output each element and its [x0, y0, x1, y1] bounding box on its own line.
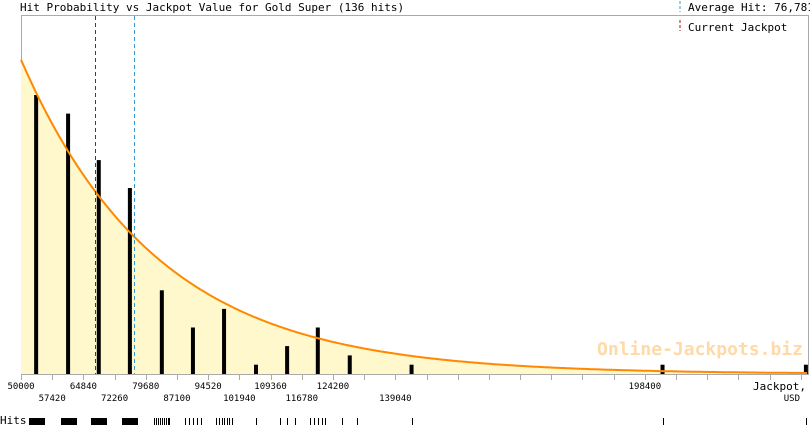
hit-bar — [34, 95, 39, 374]
watermark: Online-Jackpots.biz — [597, 339, 803, 360]
x-tick-label: 72260 — [101, 394, 128, 404]
x-tick-label: 50000 — [7, 382, 34, 392]
x-axis-unit: USD — [784, 394, 800, 404]
hit-bar — [159, 290, 164, 374]
hit-bar — [222, 308, 227, 374]
hit-bar — [660, 364, 665, 374]
x-tick-label: 101940 — [223, 394, 256, 404]
hit-bar — [254, 364, 259, 374]
x-axis-label: Jackpot, — [753, 380, 806, 393]
probability-area — [21, 59, 808, 374]
x-tick-label: 124200 — [317, 382, 350, 392]
chart-title: Hit Probability vs Jackpot Value for Gol… — [20, 1, 404, 14]
x-tick-label: 87100 — [163, 394, 190, 404]
hit-bar — [347, 355, 352, 374]
x-tick-label: 57420 — [39, 394, 66, 404]
x-tick-label: 64840 — [70, 382, 97, 392]
hit-bar — [96, 160, 101, 374]
x-tick-label: 116780 — [285, 394, 318, 404]
hit-bar — [803, 364, 808, 374]
legend: Average Hit: 76,781 Current Jackpot — [679, 1, 810, 34]
x-tick-label: 109360 — [254, 382, 287, 392]
x-tick-label: 79680 — [132, 382, 159, 392]
x-tick-label: 198400 — [629, 382, 662, 392]
x-tick-label: 94520 — [195, 382, 222, 392]
x-tick-label: 139040 — [379, 394, 412, 404]
hit-bar — [409, 364, 414, 374]
rug-label: Hits — [0, 414, 27, 425]
legend-current-jackpot: Current Jackpot — [688, 21, 787, 34]
legend-average-hit: Average Hit: 76,781 — [688, 1, 810, 14]
hit-bar — [127, 188, 132, 374]
probability-curve — [20, 59, 807, 374]
hit-bar — [315, 327, 320, 374]
hit-bar — [66, 113, 71, 374]
hit-bar — [285, 346, 290, 374]
hit-bar — [190, 327, 195, 374]
